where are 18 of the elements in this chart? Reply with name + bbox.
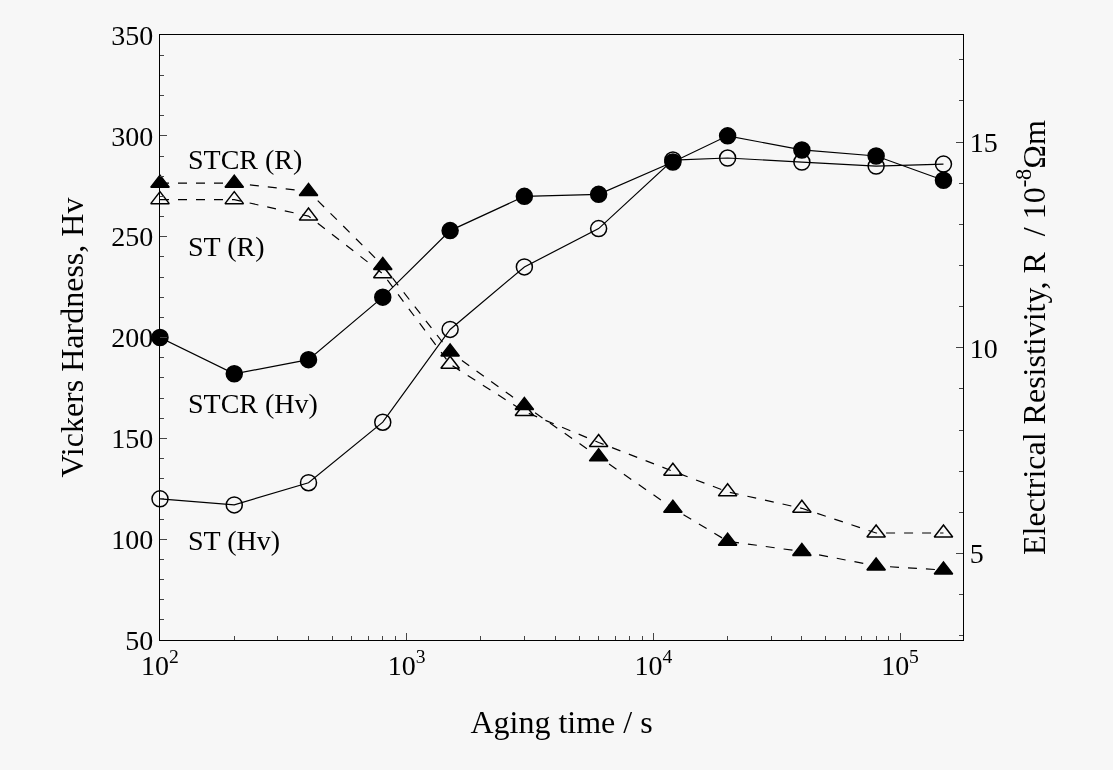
series-label: ST (R)	[188, 231, 265, 262]
y-tick-label: 150	[111, 423, 154, 455]
y2-tick-label: 15	[969, 126, 998, 158]
y-axis-title: Vickers Hardness, Hv	[53, 197, 90, 478]
y-tick-label: 100	[111, 523, 154, 555]
y-tick-label: 350	[111, 19, 154, 51]
series-label: ST (Hv)	[188, 525, 281, 556]
y2-tick-label: 5	[969, 538, 984, 570]
series-label: STCR (R)	[188, 144, 303, 175]
x-tick-label: 10$^{3}$	[387, 645, 426, 681]
y2-tick-label: 10	[969, 332, 998, 364]
y-tick-label: 300	[111, 120, 154, 152]
y-tick-label: 200	[111, 322, 154, 354]
x-axis-title: Aging time / s	[470, 703, 653, 740]
x-tick-label: 10$^{5}$	[881, 645, 920, 681]
x-tick-label: 10$^{4}$	[634, 645, 673, 681]
y-tick-label: 250	[111, 221, 154, 253]
series-label: STCR (Hv)	[188, 388, 318, 419]
